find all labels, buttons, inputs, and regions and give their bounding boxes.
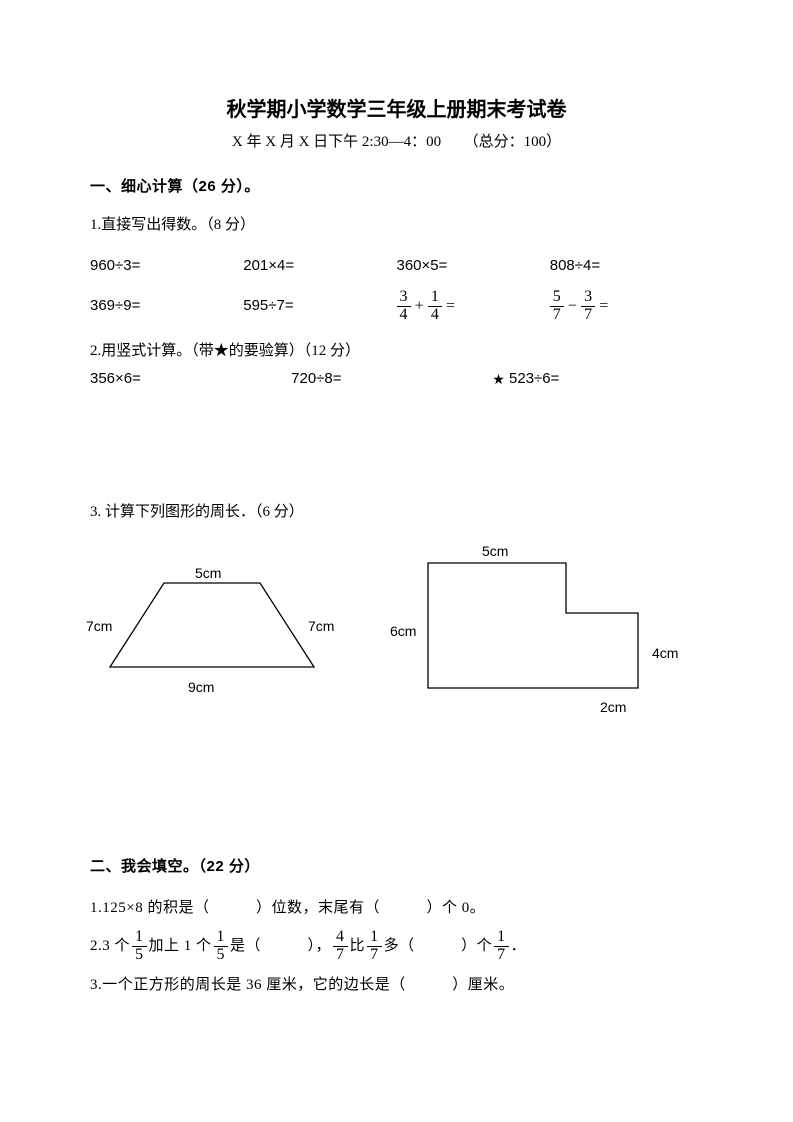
q1-row1: 960÷3= 201×4= 360×5= 808÷4= [90,255,703,278]
eq-cell: 369÷9= [90,295,243,318]
trap-right-label: 7cm [308,616,334,637]
fraction: 17 [367,929,382,964]
trapezoid-shape [110,583,340,678]
fraction: 17 [494,929,509,964]
eq-cell: 960÷3= [90,255,243,278]
eq-cell-star: ★ 523÷6= [492,368,703,391]
text: ． [511,935,527,958]
equals: = [599,297,608,314]
comp-bottom-label: 2cm [600,697,626,718]
op-plus: + [415,297,424,314]
diagram-area: 5cm 7cm 7cm 9cm 5cm 6cm 4cm 2cm [90,541,703,721]
text: 多（ ）个 [384,935,493,958]
eq-cell: 808÷4= [550,255,703,278]
s2-q1: 1.125×8 的积是（ ）位数，末尾有（ ）个 0。 [90,897,703,920]
text: 2.3 个 [90,935,130,958]
text: 加上 1 个 [149,935,212,958]
star-icon: ★ [492,371,505,387]
eq-cell-fraction: 57 − 37 = [550,289,703,324]
trap-bottom-label: 9cm [188,677,214,698]
fraction: 47 [333,929,348,964]
fraction: 15 [132,929,147,964]
q1-row2: 369÷9= 595÷7= 34 + 14 = 57 − 37 = [90,289,703,324]
fraction: 34 [397,289,411,324]
composite-shape [428,563,668,713]
page-title: 秋学期小学数学三年级上册期末考试卷 [90,95,703,125]
text: 比 [350,935,366,958]
q1-text: 1.直接写出得数。（8 分） [90,214,703,237]
section2-heading: 二、我会填空。（22 分） [90,856,703,879]
trap-left-label: 7cm [86,616,112,637]
s2-q3: 3.一个正方形的周长是 36 厘米，它的边长是（ ）厘米。 [90,974,703,997]
eq-cell: 356×6= [90,368,291,391]
comp-left-label: 6cm [390,621,416,642]
eq-cell-fraction: 34 + 14 = [397,289,550,324]
text: 是（ ）， [230,935,331,958]
eq-cell: 360×5= [397,255,550,278]
comp-right-label: 4cm [652,643,678,664]
eq-cell: 201×4= [243,255,396,278]
trap-top-label: 5cm [195,563,221,584]
fraction: 57 [550,289,564,324]
fraction: 15 [214,929,229,964]
op-minus: − [568,297,577,314]
q2-row: 356×6= 720÷8= ★ 523÷6= [90,368,703,391]
page-subtitle: X 年 X 月 X 日下午 2:30—4：00 （总分：100） [90,131,703,154]
q2-text: 2.用竖式计算。（带★的要验算）（12 分） [90,340,703,363]
s2-q2: 2.3 个 15 加上 1 个 15 是（ ）， 47 比 17 多（ ）个 1… [90,929,703,964]
section1-heading: 一、细心计算（26 分）。 [90,176,703,199]
equals: = [446,297,455,314]
fraction: 37 [581,289,595,324]
eq-cell: 720÷8= [291,368,492,391]
fraction: 14 [428,289,442,324]
eq-cell: 595÷7= [243,295,396,318]
q3-text: 3. 计算下列图形的周长．（6 分） [90,501,703,524]
comp-top-label: 5cm [482,541,508,562]
